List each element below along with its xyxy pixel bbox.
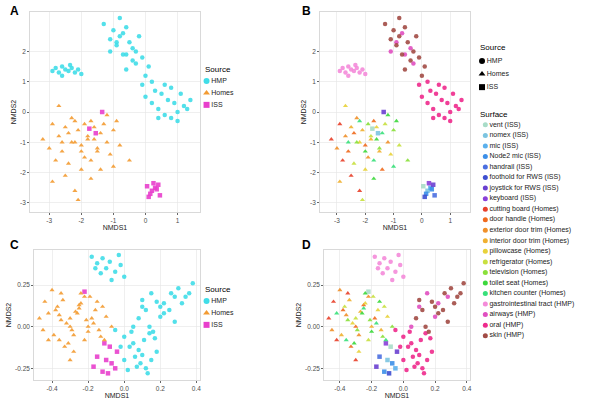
svg-text:-0.2: -0.2 <box>366 385 378 392</box>
svg-text:NMDS2: NMDS2 <box>295 303 302 328</box>
svg-text:-0.2: -0.2 <box>83 385 95 392</box>
svg-text:B: B <box>302 4 311 18</box>
svg-text:foothold for RWS (ISS): foothold for RWS (ISS) <box>489 173 560 181</box>
svg-text:-3: -3 <box>46 217 52 224</box>
svg-text:1: 1 <box>448 217 452 224</box>
svg-text:mic (ISS): mic (ISS) <box>489 142 518 150</box>
svg-text:1: 1 <box>22 78 26 85</box>
svg-text:-0.25: -0.25 <box>305 365 320 372</box>
svg-text:television (Homes): television (Homes) <box>489 268 547 276</box>
svg-text:door handle (Homes): door handle (Homes) <box>489 215 555 223</box>
svg-text:-0.4: -0.4 <box>334 385 346 392</box>
svg-text:-2: -2 <box>20 169 26 176</box>
svg-text:ISS: ISS <box>211 101 223 108</box>
svg-text:0.4: 0.4 <box>462 385 471 392</box>
svg-text:2: 2 <box>22 48 26 55</box>
svg-text:cutting board (Homes): cutting board (Homes) <box>489 205 558 213</box>
svg-text:0: 0 <box>144 217 148 224</box>
svg-text:kitchen counter (Homes): kitchen counter (Homes) <box>489 289 565 297</box>
svg-text:pillowcase (Homes): pillowcase (Homes) <box>489 247 550 255</box>
svg-text:HMP: HMP <box>211 297 227 304</box>
svg-text:-3: -3 <box>20 199 26 206</box>
svg-text:NMDS2: NMDS2 <box>10 100 17 125</box>
svg-text:0: 0 <box>312 108 316 115</box>
svg-text:C: C <box>10 238 19 252</box>
svg-text:NMDS2: NMDS2 <box>300 100 307 125</box>
svg-text:oral (HMP): oral (HMP) <box>489 321 523 329</box>
svg-text:0.25: 0.25 <box>17 281 30 288</box>
svg-text:HMP: HMP <box>211 77 227 84</box>
svg-text:Surface: Surface <box>480 110 508 119</box>
svg-text:handrail (ISS): handrail (ISS) <box>489 163 532 171</box>
svg-text:nomex (ISS): nomex (ISS) <box>489 131 528 139</box>
svg-text:-1: -1 <box>20 139 26 146</box>
svg-text:Source: Source <box>205 285 231 294</box>
svg-text:-1: -1 <box>111 217 117 224</box>
svg-text:D: D <box>302 238 311 252</box>
svg-text:0.00: 0.00 <box>307 323 320 330</box>
svg-text:1: 1 <box>176 217 180 224</box>
svg-text:-3: -3 <box>310 199 316 206</box>
svg-text:Homes: Homes <box>211 309 234 316</box>
svg-text:-2: -2 <box>362 217 368 224</box>
svg-text:Source: Source <box>205 65 231 74</box>
svg-text:0: 0 <box>420 217 424 224</box>
svg-text:exterior door trim (Homes): exterior door trim (Homes) <box>489 226 571 234</box>
svg-text:NMDS1: NMDS1 <box>103 224 128 231</box>
svg-text:0.0: 0.0 <box>399 385 408 392</box>
svg-text:0.0: 0.0 <box>120 385 129 392</box>
svg-text:NMDS1: NMDS1 <box>105 392 130 399</box>
svg-text:-1: -1 <box>310 139 316 146</box>
svg-text:ISS: ISS <box>487 83 499 90</box>
svg-text:NMDS1: NMDS1 <box>383 224 408 231</box>
svg-text:skin (HMP): skin (HMP) <box>489 331 524 339</box>
svg-text:NMDS1: NMDS1 <box>385 392 410 399</box>
svg-text:keyboard (ISS): keyboard (ISS) <box>489 194 536 202</box>
svg-text:toilet seat (Homes): toilet seat (Homes) <box>489 279 548 287</box>
svg-text:vent (ISS): vent (ISS) <box>489 121 520 129</box>
svg-text:A: A <box>10 4 19 18</box>
svg-text:airways (HMP): airways (HMP) <box>489 310 535 318</box>
svg-text:0.2: 0.2 <box>431 385 440 392</box>
svg-text:-2: -2 <box>310 169 316 176</box>
svg-text:Node2 mic (ISS): Node2 mic (ISS) <box>489 152 540 160</box>
svg-text:Homes: Homes <box>487 70 510 77</box>
svg-text:Homes: Homes <box>211 89 234 96</box>
svg-text:interior door trim (Homes): interior door trim (Homes) <box>489 237 569 245</box>
svg-text:-0.25: -0.25 <box>15 365 30 372</box>
svg-text:Source: Source <box>480 43 506 52</box>
svg-text:refrigerator (Homes): refrigerator (Homes) <box>489 258 552 266</box>
svg-text:1: 1 <box>312 78 316 85</box>
svg-text:2: 2 <box>312 48 316 55</box>
svg-text:gastrointestinal tract (HMP): gastrointestinal tract (HMP) <box>489 300 574 308</box>
svg-text:0.25: 0.25 <box>307 281 320 288</box>
svg-text:-2: -2 <box>78 217 84 224</box>
svg-text:0.4: 0.4 <box>192 385 201 392</box>
svg-text:-1: -1 <box>391 217 397 224</box>
svg-text:0.00: 0.00 <box>17 323 30 330</box>
svg-text:0: 0 <box>22 108 26 115</box>
svg-text:0.2: 0.2 <box>156 385 165 392</box>
svg-text:NMDS2: NMDS2 <box>5 303 12 328</box>
svg-text:-0.4: -0.4 <box>46 385 58 392</box>
svg-text:ISS: ISS <box>211 321 223 328</box>
svg-text:joystick for RWS (ISS): joystick for RWS (ISS) <box>488 184 558 192</box>
svg-text:-3: -3 <box>334 217 340 224</box>
svg-text:HMP: HMP <box>487 57 503 64</box>
